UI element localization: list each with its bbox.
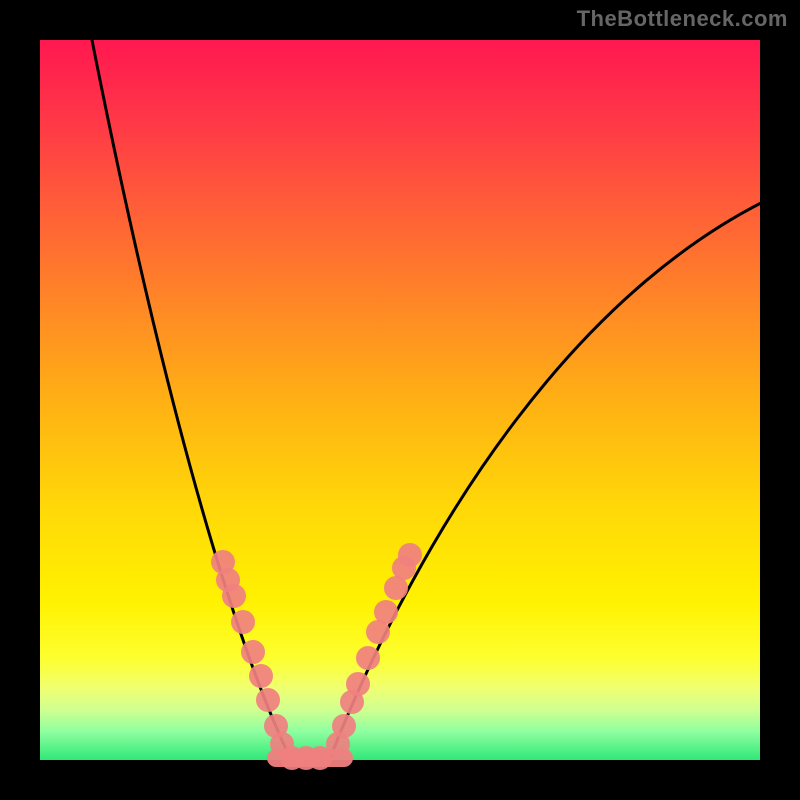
- data-marker: [256, 688, 280, 712]
- gradient-background: [40, 40, 800, 760]
- data-marker: [241, 640, 265, 664]
- watermark-text: TheBottleneck.com: [577, 6, 788, 32]
- data-marker: [346, 672, 370, 696]
- data-marker: [308, 746, 332, 770]
- data-marker: [398, 543, 422, 567]
- data-marker: [332, 714, 356, 738]
- data-marker: [374, 600, 398, 624]
- chart-frame: TheBottleneck.com: [0, 0, 800, 800]
- data-marker: [356, 646, 380, 670]
- data-marker: [249, 664, 273, 688]
- data-marker: [222, 584, 246, 608]
- data-marker: [231, 610, 255, 634]
- bottleneck-chart: [0, 0, 800, 800]
